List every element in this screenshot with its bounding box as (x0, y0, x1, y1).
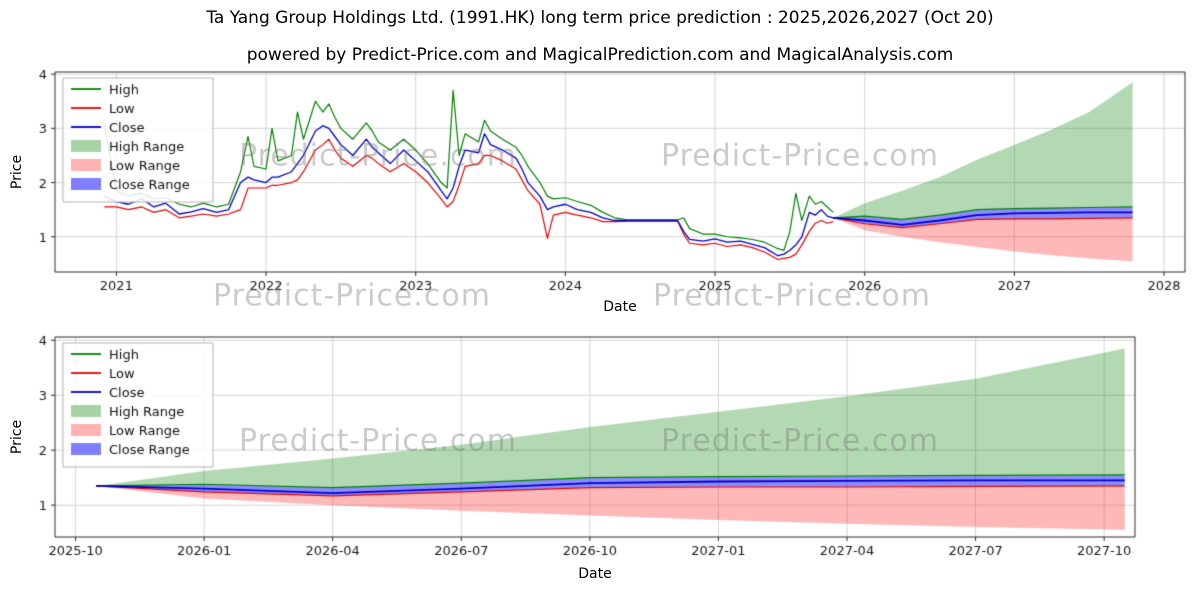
top-x-axis-label: Date (603, 299, 637, 315)
bottom-x-axis-label: Date (578, 566, 612, 582)
price-history-chart (0, 60, 1200, 310)
top-y-axis-label: Price (9, 154, 25, 190)
chart-title: Ta Yang Group Holdings Ltd. (1991.HK) lo… (206, 8, 994, 28)
prediction-detail-chart (0, 325, 1200, 575)
bottom-y-axis-label: Price (9, 419, 25, 455)
